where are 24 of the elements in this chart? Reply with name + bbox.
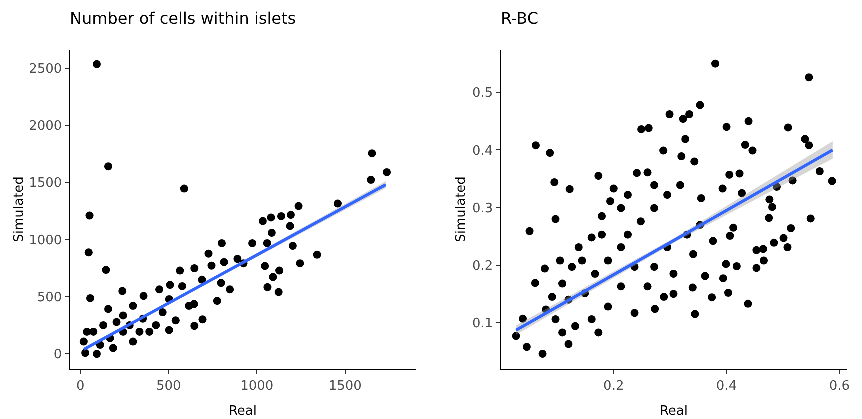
y-tick-label: 1500 bbox=[29, 176, 62, 192]
y-tick-label: 500 bbox=[37, 290, 62, 306]
y-tick-label: 0 bbox=[54, 348, 62, 363]
y-axis-title: Simulated bbox=[454, 176, 469, 242]
y-tick-label: 0.2 bbox=[472, 258, 494, 274]
y-tick-label: 0.5 bbox=[472, 86, 494, 102]
y-axis-title: Simulated bbox=[12, 176, 28, 242]
x-axis-title: Real bbox=[660, 404, 688, 419]
x-tick-label: 500 bbox=[156, 378, 182, 394]
y-tick-label: 2000 bbox=[29, 119, 62, 134]
x-tick-label: 0.6 bbox=[829, 378, 850, 394]
chart-title: R-BC bbox=[501, 8, 539, 28]
y-tick-label: 0.4 bbox=[472, 144, 494, 159]
x-tick-label: 1500 bbox=[328, 378, 362, 394]
y-tick-label: 0.1 bbox=[472, 316, 494, 332]
x-tick-label: 0.4 bbox=[716, 378, 738, 394]
x-axis-title: Real bbox=[228, 404, 258, 419]
y-tick-label: 2500 bbox=[29, 62, 62, 77]
x-tick-label: 0.2 bbox=[604, 378, 624, 394]
x-tick-label: 1000 bbox=[240, 378, 274, 394]
x-tick-label: 0 bbox=[76, 378, 85, 394]
y-tick-label: 0.3 bbox=[472, 201, 494, 216]
chart-title: Number of cells within islets bbox=[70, 8, 296, 28]
y-tick-label: 1000 bbox=[29, 233, 62, 248]
